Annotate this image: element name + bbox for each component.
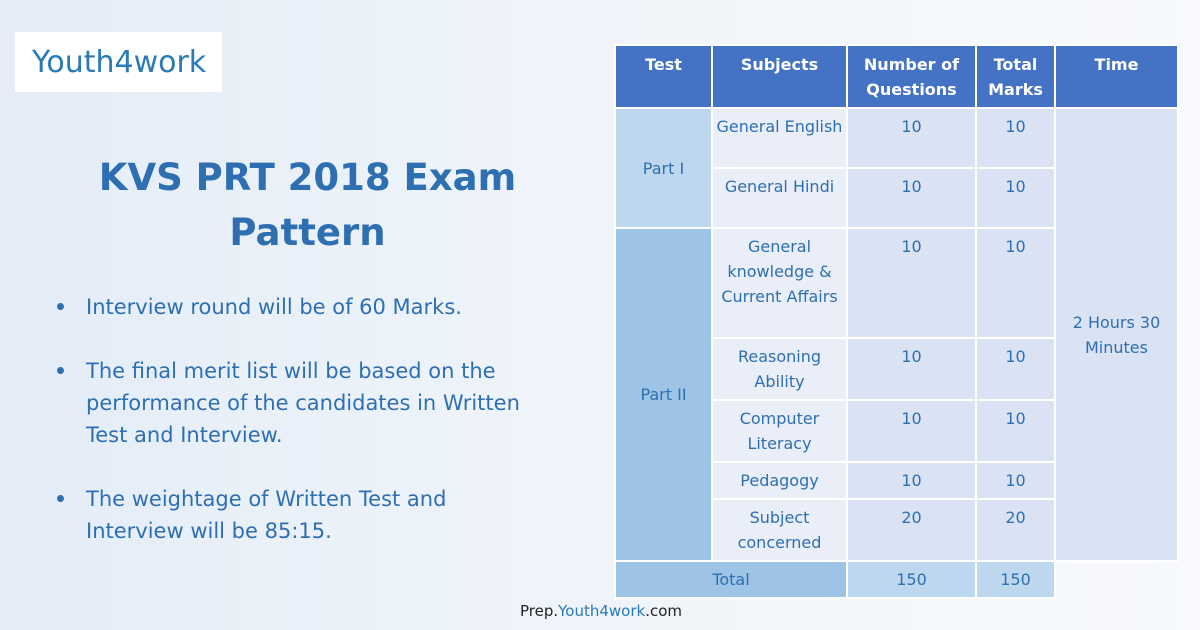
subject-cell: Computer Literacy bbox=[711, 399, 848, 463]
part-2-cell: Part II bbox=[614, 227, 713, 562]
bullet-item: The final merit list will be based on th… bbox=[55, 355, 545, 451]
exam-pattern-table: Test Subjects Number of Questions Total … bbox=[614, 44, 1179, 599]
questions-cell: 10 bbox=[846, 337, 977, 401]
subject-cell: Reasoning Ability bbox=[711, 337, 848, 401]
info-bullet-list: Interview round will be of 60 Marks. The… bbox=[55, 291, 545, 579]
footer-suffix: .com bbox=[645, 602, 683, 620]
table-row: General Hindi 10 10 bbox=[615, 167, 1178, 229]
marks-cell: 20 bbox=[975, 498, 1056, 562]
page-title: KVS PRT 2018 Exam Pattern bbox=[98, 156, 517, 254]
youth4work-logo: Youth4work bbox=[15, 32, 222, 92]
footer-brand: Youth4work bbox=[558, 602, 646, 620]
bullet-item: The weightage of Written Test and Interv… bbox=[55, 483, 545, 547]
marks-cell: 10 bbox=[975, 167, 1056, 229]
logo-text: Youth4work bbox=[32, 44, 207, 80]
questions-cell: 10 bbox=[846, 399, 977, 463]
total-marks-cell: 150 bbox=[975, 560, 1056, 599]
table-row: Part II General knowledge & Current Affa… bbox=[614, 227, 1178, 562]
footer-prefix: Prep. bbox=[519, 602, 559, 620]
subject-cell: Subject concerned bbox=[711, 498, 848, 562]
total-questions-cell: 150 bbox=[846, 560, 977, 599]
marks-cell: 10 bbox=[975, 227, 1056, 339]
table-row: Computer Literacy 10 10 bbox=[615, 399, 1178, 463]
header-total-marks: Total Marks bbox=[975, 44, 1056, 109]
footer-website: Prep.Youth4work.com bbox=[0, 602, 1200, 620]
part-1-cell: Part I bbox=[614, 107, 713, 229]
table-row: Part I General English 10 10 2 Hours 30 … bbox=[614, 107, 1179, 562]
table-row: Reasoning Ability 10 10 bbox=[615, 337, 1178, 401]
marks-cell: 10 bbox=[975, 337, 1056, 401]
header-number-of-questions: Number of Questions bbox=[846, 44, 977, 109]
table-row: Subject concerned 20 20 bbox=[615, 498, 1178, 562]
marks-cell: 10 bbox=[975, 461, 1056, 500]
total-row: Total 150 150 bbox=[614, 560, 1178, 599]
total-label-cell: Total bbox=[614, 560, 848, 599]
marks-cell: 10 bbox=[975, 399, 1056, 463]
questions-cell: 10 bbox=[846, 167, 977, 229]
questions-cell: 20 bbox=[846, 498, 977, 562]
questions-cell: 10 bbox=[846, 461, 977, 500]
subject-cell: General English bbox=[711, 107, 848, 169]
subject-cell: Pedagogy bbox=[711, 461, 848, 500]
questions-cell: 10 bbox=[846, 107, 977, 169]
table-header-row: Test Subjects Number of Questions Total … bbox=[614, 44, 1179, 109]
time-cell: 2 Hours 30 Minutes bbox=[1054, 107, 1179, 562]
header-time: Time bbox=[1054, 44, 1179, 109]
header-test: Test bbox=[614, 44, 713, 109]
subject-cell: General Hindi bbox=[711, 167, 848, 229]
table-row: Pedagogy 10 10 bbox=[615, 461, 1178, 500]
bullet-item: Interview round will be of 60 Marks. bbox=[55, 291, 545, 323]
subject-cell: General knowledge & Current Affairs bbox=[711, 227, 848, 339]
header-subjects: Subjects bbox=[711, 44, 848, 109]
questions-cell: 10 bbox=[846, 227, 977, 339]
marks-cell: 10 bbox=[975, 107, 1056, 169]
